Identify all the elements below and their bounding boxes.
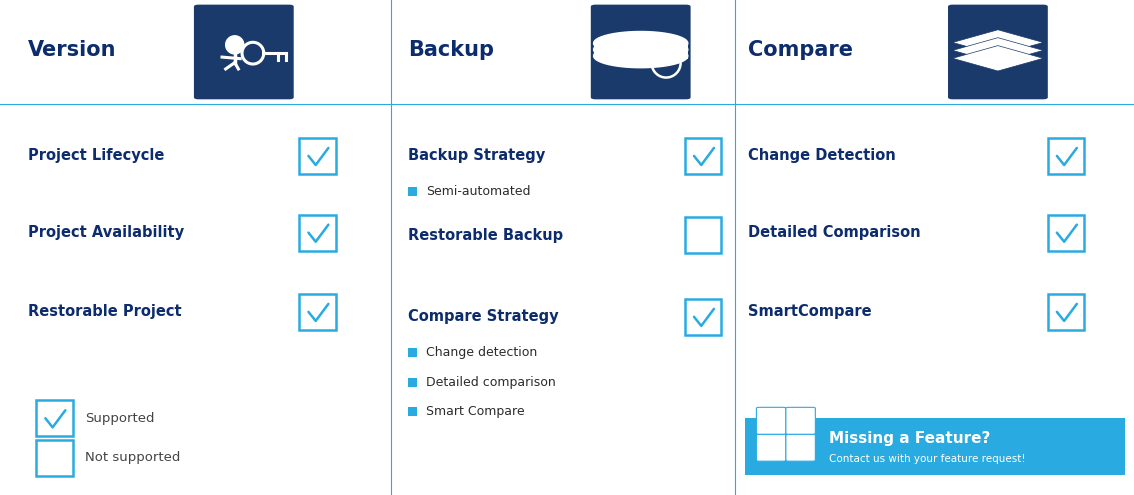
Bar (685, 217, 721, 253)
FancyBboxPatch shape (756, 434, 786, 461)
Text: Smart Compare: Smart Compare (426, 405, 525, 418)
Text: Restorable Backup: Restorable Backup (408, 228, 564, 243)
Text: Change detection: Change detection (426, 346, 538, 359)
Text: Detailed comparison: Detailed comparison (426, 376, 556, 389)
FancyBboxPatch shape (786, 434, 815, 461)
Polygon shape (593, 38, 688, 61)
Bar (299, 294, 336, 330)
Text: Backup Strategy: Backup Strategy (408, 148, 545, 163)
Bar (593, 43, 688, 53)
Text: Detailed Comparison: Detailed Comparison (748, 225, 921, 240)
Polygon shape (593, 32, 688, 55)
Bar (408, 407, 417, 416)
FancyBboxPatch shape (745, 418, 1125, 475)
Bar (299, 214, 336, 251)
Bar (408, 348, 417, 357)
Text: Contact us with your feature request!: Contact us with your feature request! (829, 454, 1025, 464)
Bar (593, 50, 688, 59)
Bar (36, 400, 73, 437)
Bar (685, 138, 721, 174)
Text: Not supported: Not supported (85, 451, 180, 464)
Bar (36, 440, 73, 476)
Bar (1048, 214, 1084, 251)
Polygon shape (953, 30, 1043, 55)
Bar (1048, 294, 1084, 330)
Text: Semi-automated: Semi-automated (426, 185, 531, 198)
Bar (408, 187, 417, 196)
Text: Backup: Backup (408, 40, 494, 59)
FancyBboxPatch shape (591, 4, 691, 99)
Text: Compare Strategy: Compare Strategy (408, 309, 559, 324)
Bar (685, 298, 721, 335)
Bar (299, 138, 336, 174)
FancyBboxPatch shape (756, 407, 786, 434)
Text: Compare: Compare (748, 40, 854, 59)
Polygon shape (953, 46, 1043, 71)
Polygon shape (953, 38, 1043, 63)
Text: Project Availability: Project Availability (28, 225, 185, 240)
Text: Project Lifecycle: Project Lifecycle (28, 148, 164, 163)
Polygon shape (593, 44, 688, 68)
Text: Restorable Project: Restorable Project (28, 304, 181, 319)
FancyBboxPatch shape (948, 4, 1048, 99)
Polygon shape (226, 36, 244, 54)
Text: Missing a Feature?: Missing a Feature? (829, 431, 990, 446)
Text: SmartCompare: SmartCompare (748, 304, 872, 319)
FancyBboxPatch shape (194, 4, 294, 99)
Bar (408, 378, 417, 387)
Text: Change Detection: Change Detection (748, 148, 896, 163)
Text: Version: Version (28, 40, 117, 59)
Text: Supported: Supported (85, 412, 154, 425)
Bar (1048, 138, 1084, 174)
FancyBboxPatch shape (786, 407, 815, 434)
